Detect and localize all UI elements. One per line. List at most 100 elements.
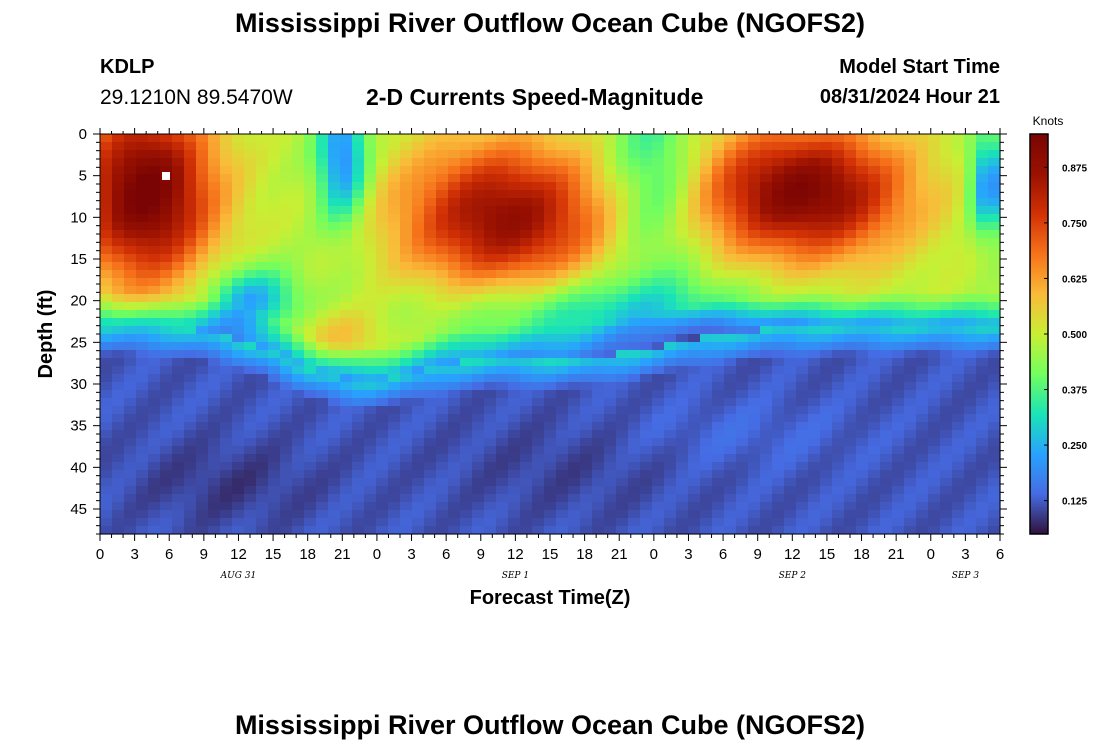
heatmap-cell (496, 350, 509, 359)
heatmap-cell (832, 222, 845, 231)
heatmap-cell (712, 310, 725, 319)
y-tick-label: 10 (70, 209, 87, 226)
heatmap-cell (724, 334, 737, 343)
heatmap-cell (340, 222, 353, 231)
heatmap-cell (952, 494, 965, 503)
heatmap-cell (292, 454, 305, 463)
heatmap-cell (508, 342, 521, 351)
heatmap-cell (496, 446, 509, 455)
heatmap-cell (472, 174, 485, 183)
x-tick-label: 9 (754, 546, 762, 563)
heatmap-cell (700, 198, 713, 207)
heatmap-cell (652, 406, 665, 415)
heatmap-cell (400, 438, 413, 447)
heatmap-cell (940, 438, 953, 447)
heatmap-cell (784, 406, 797, 415)
heatmap-cell (844, 390, 857, 399)
heatmap-cell (868, 198, 881, 207)
heatmap-cell (520, 158, 533, 167)
heatmap-cell (292, 350, 305, 359)
heatmap-cell (868, 206, 881, 215)
heatmap-cell (916, 182, 929, 191)
heatmap-cell (880, 414, 893, 423)
heatmap-cell (532, 454, 545, 463)
heatmap-cell (256, 214, 269, 223)
heatmap-cell (688, 286, 701, 295)
heatmap-cell (424, 294, 437, 303)
heatmap-cell (208, 358, 221, 367)
heatmap-cell (208, 166, 221, 175)
heatmap-cell (892, 430, 905, 439)
heatmap-cell (460, 334, 473, 343)
heatmap-cell (400, 430, 413, 439)
heatmap-cell (892, 462, 905, 471)
heatmap-cell (520, 318, 533, 327)
heatmap-cell (952, 422, 965, 431)
heatmap-cell (112, 510, 125, 519)
heatmap-cell (604, 414, 617, 423)
heatmap-cell (508, 454, 521, 463)
heatmap-cell (580, 198, 593, 207)
heatmap-cell (940, 518, 953, 527)
heatmap-cell (820, 422, 833, 431)
heatmap-cell (484, 238, 497, 247)
colorbar-tick-label: 0.125 (1062, 497, 1087, 508)
heatmap-cell (808, 382, 821, 391)
heatmap-cell (472, 230, 485, 239)
heatmap-cell (460, 398, 473, 407)
heatmap-cell (376, 318, 389, 327)
heatmap-cell (568, 526, 581, 535)
heatmap-cell (424, 486, 437, 495)
heatmap-cell (568, 142, 581, 151)
heatmap-cell (700, 486, 713, 495)
heatmap-cell (292, 342, 305, 351)
heatmap-cell (340, 486, 353, 495)
heatmap-cell (568, 366, 581, 375)
heatmap-cell (316, 174, 329, 183)
heatmap-cell (220, 302, 233, 311)
heatmap-cell (496, 510, 509, 519)
heatmap-cell (772, 502, 785, 511)
heatmap-cell (256, 174, 269, 183)
heatmap-cell (508, 430, 521, 439)
heatmap-cell (232, 294, 245, 303)
heatmap-cell (184, 510, 197, 519)
heatmap-cell (856, 270, 869, 279)
heatmap-cell (532, 318, 545, 327)
heatmap-cell (172, 414, 185, 423)
heatmap-cell (640, 350, 653, 359)
heatmap-cell (928, 142, 941, 151)
heatmap-cell (736, 486, 749, 495)
heatmap-cell (448, 318, 461, 327)
heatmap-cell (772, 446, 785, 455)
heatmap-cell (892, 342, 905, 351)
heatmap-cell (652, 214, 665, 223)
heatmap-cell (892, 446, 905, 455)
x-tick-label: 0 (650, 546, 658, 563)
heatmap-cell (472, 398, 485, 407)
heatmap-cell (124, 382, 137, 391)
heatmap-cell (304, 486, 317, 495)
heatmap-cell (544, 398, 557, 407)
heatmap-cell (604, 518, 617, 527)
heatmap-cell (508, 214, 521, 223)
heatmap-cell (736, 222, 749, 231)
heatmap-cell (748, 142, 761, 151)
heatmap-cell (448, 350, 461, 359)
heatmap-cell (760, 270, 773, 279)
heatmap-cell (604, 230, 617, 239)
heatmap-cell (244, 510, 257, 519)
heatmap-cell (328, 134, 341, 143)
heatmap-cell (592, 366, 605, 375)
heatmap-cell (208, 190, 221, 199)
heatmap-cell (340, 430, 353, 439)
heatmap-cell (976, 366, 989, 375)
heatmap-cell (832, 406, 845, 415)
heatmap-cell (628, 294, 641, 303)
heatmap-cell (832, 190, 845, 199)
heatmap-cell (460, 438, 473, 447)
heatmap-cell (208, 254, 221, 263)
heatmap-cell (136, 502, 149, 511)
heatmap-cell (304, 430, 317, 439)
heatmap-cell (784, 438, 797, 447)
